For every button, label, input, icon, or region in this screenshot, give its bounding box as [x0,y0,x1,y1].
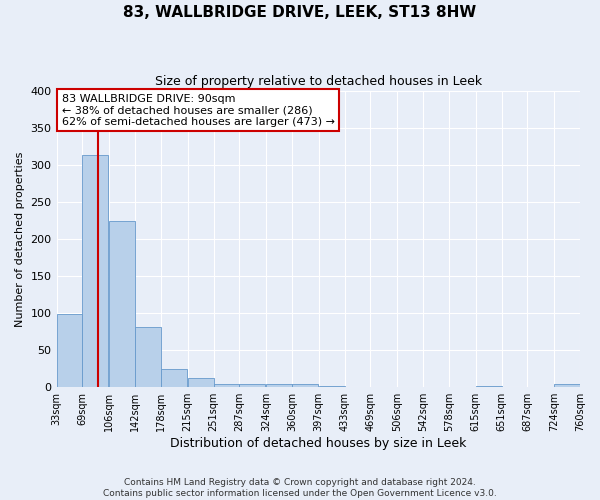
Bar [135,327,161,387]
Bar [214,384,239,387]
Text: Contains HM Land Registry data © Crown copyright and database right 2024.
Contai: Contains HM Land Registry data © Crown c… [103,478,497,498]
Bar [292,384,318,387]
Bar [56,314,82,387]
Bar [476,386,502,387]
Y-axis label: Number of detached properties: Number of detached properties [15,151,25,326]
Bar [319,386,344,387]
Bar [239,384,265,387]
Text: 83, WALLBRIDGE DRIVE, LEEK, ST13 8HW: 83, WALLBRIDGE DRIVE, LEEK, ST13 8HW [124,5,476,20]
Bar [161,368,187,387]
Bar [554,384,580,387]
Text: 83 WALLBRIDGE DRIVE: 90sqm
← 38% of detached houses are smaller (286)
62% of sem: 83 WALLBRIDGE DRIVE: 90sqm ← 38% of deta… [62,94,335,126]
Bar [109,221,135,387]
Title: Size of property relative to detached houses in Leek: Size of property relative to detached ho… [155,75,482,88]
Bar [188,378,214,387]
X-axis label: Distribution of detached houses by size in Leek: Distribution of detached houses by size … [170,437,466,450]
Bar [266,384,292,387]
Bar [82,155,109,387]
